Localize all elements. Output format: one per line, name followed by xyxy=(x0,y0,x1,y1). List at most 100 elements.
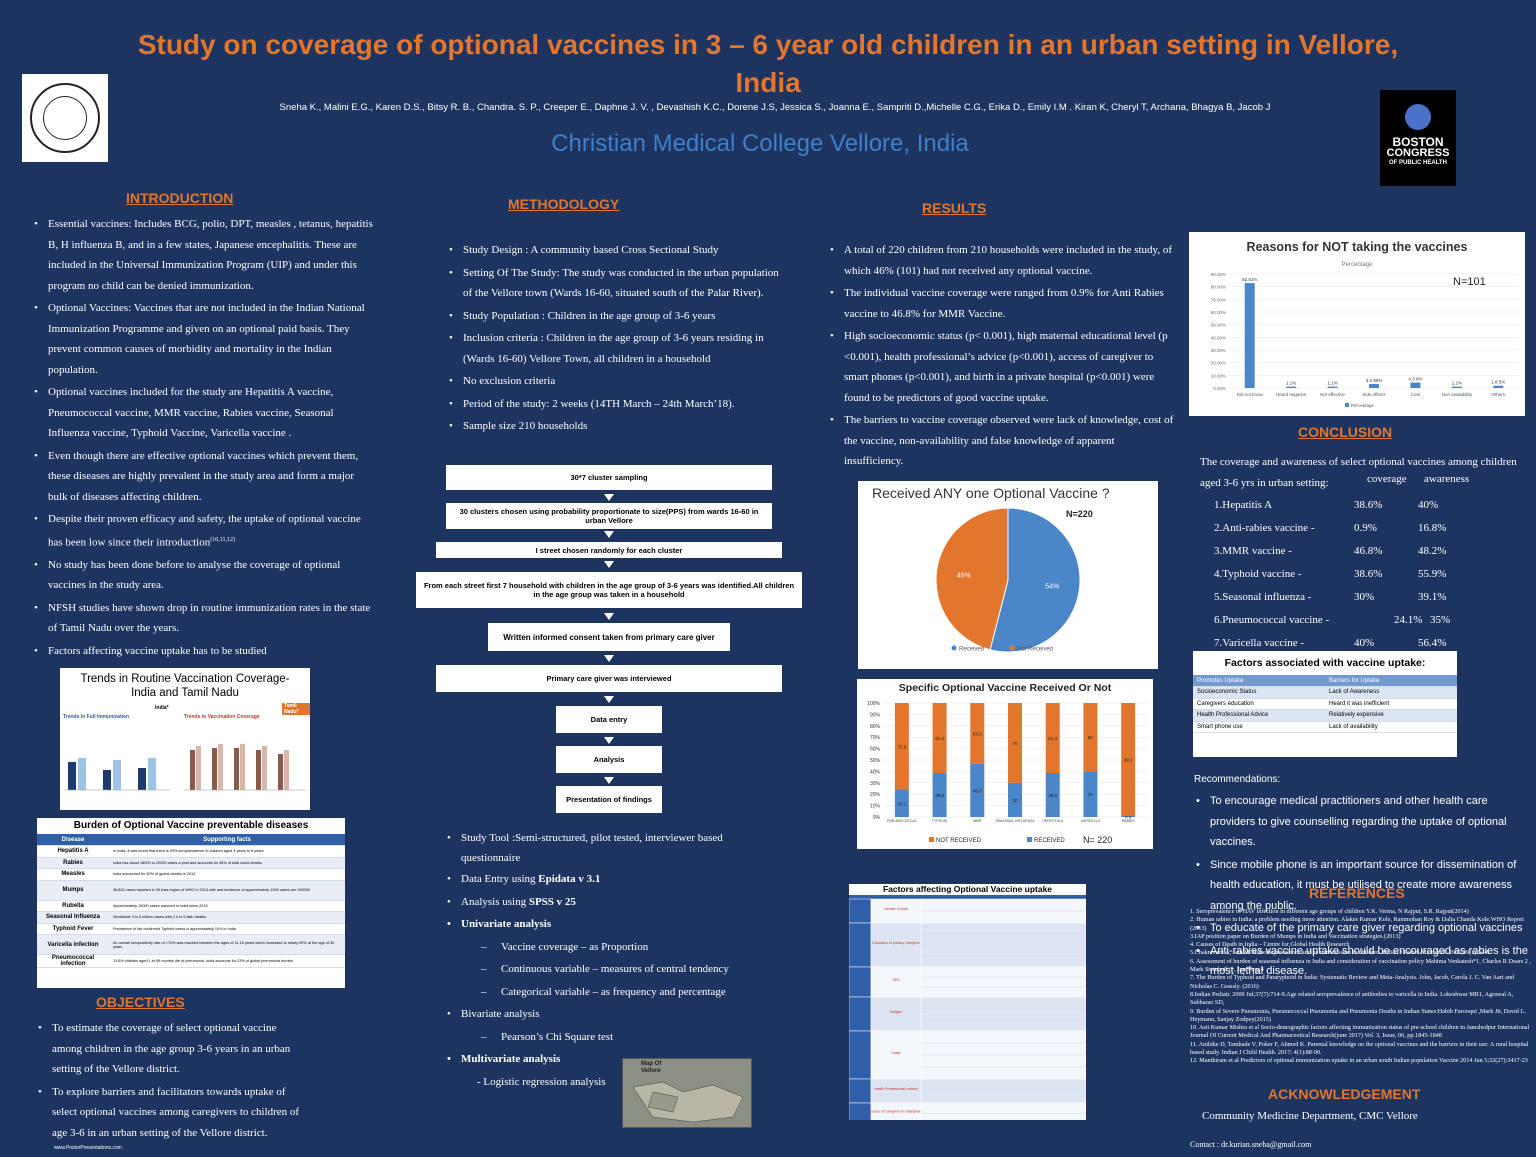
y-tick-label: 0% xyxy=(873,815,881,821)
factors-uptake-title: Factors associated with vaccine uptake: xyxy=(1224,657,1426,669)
arrow-down-icon xyxy=(604,777,614,784)
stacked-plot: 0% 10% 20% 30% 40% 50% 60% 70% 80% 90% 100% 24.1 75.… xyxy=(867,701,1147,844)
group-label-cell xyxy=(870,1030,922,1080)
data-label: 99.1 xyxy=(1124,757,1133,762)
data-label: 70 xyxy=(1012,741,1018,746)
reference-item: 12. Manthiram et al Predictors of option… xyxy=(1190,1057,1528,1065)
factors-uptake-grid: Promotes Uptake Barriers for Uptake Socio… xyxy=(1193,675,1457,733)
arrow-down-icon xyxy=(604,696,614,703)
conclusion-heading: CONCLUSION xyxy=(1298,424,1393,440)
results-list: A total of 220 children from 210 househo… xyxy=(830,240,1175,474)
factors-table: Factors affecting Optional Vaccine uptak… xyxy=(848,884,1087,1125)
x-tick-label: TYPHOID xyxy=(932,819,948,823)
posterpresentations-footer: www.PosterPresentations.com xyxy=(54,1145,122,1151)
factors-grid: Gender of child Education of primary care… xyxy=(848,895,1087,1125)
stacked-bar-segment xyxy=(894,703,909,790)
conclusion-table: 1.Hepatitis A 38.6% 40% 2.Anti-rabies vacc… xyxy=(1214,494,1524,655)
data-label: 3.2 90% xyxy=(1366,378,1383,383)
univariate-sub: Categorical variable – as frequency and … xyxy=(447,981,777,1004)
x-tick-label: Non availability xyxy=(1442,392,1473,397)
introduction-heading: INTRODUCTION xyxy=(126,190,234,206)
trends-tn-subtitle: Trends in Vaccination Coverage xyxy=(184,714,260,720)
group-label: Gender of child xyxy=(884,907,908,911)
group-label: Education of primary caregiver xyxy=(872,941,920,945)
table-row: Seasonal Influenza Worldwide 3 to 5 milli… xyxy=(37,911,345,924)
group-index-cell xyxy=(848,996,872,1032)
x-tick-label: MMR xyxy=(973,819,982,823)
intro-bullet: Despite their proven efficacy and safety… xyxy=(34,509,374,553)
group-index-cell xyxy=(848,966,872,998)
univariate-sub: Continuous variable – measures of centra… xyxy=(447,958,777,981)
barriers-head: Barriers for Uptake xyxy=(1325,675,1457,687)
table-row: Rabies India has about 18000 to 20000 cas… xyxy=(37,857,345,869)
group-label-cell xyxy=(870,898,922,924)
result-bullet: A total of 220 children from 210 househo… xyxy=(830,240,1175,281)
recommendations-list: To encourage medical practitioners and o… xyxy=(1196,791,1531,984)
reference-item: 5.Chakravarti A, Jain M. Rubella prevale… xyxy=(1190,949,1490,957)
method-bullet: Period of the study: 2 weeks (14TH March… xyxy=(449,394,789,415)
table-header xyxy=(849,895,1086,899)
reference-item: 7. The Burden of Typhoid and Paratyphoid… xyxy=(1190,974,1515,990)
result-bullet: The individual vaccine coverage were ran… xyxy=(830,283,1175,324)
multivariate-item: Multivariate analysis xyxy=(447,1048,777,1071)
flow-step: Primary care giver was interviewed xyxy=(436,665,782,692)
table-row: Caregivers education Heard it was ineffic… xyxy=(1193,698,1457,710)
group-values-cell xyxy=(920,966,1087,998)
bar xyxy=(1369,383,1379,388)
group-values-cell xyxy=(920,996,1087,1032)
stacked-bar-segment xyxy=(1008,703,1022,783)
boston-congress-logo: BOSTON CONGRESS OF PUBLIC HEALTH xyxy=(1380,90,1456,186)
flow-step: Presentation of findings xyxy=(556,786,662,813)
method-bullet: Inclusion criteria : Children in the age… xyxy=(449,328,789,369)
multivariate-sub: - Logistic regression analysis xyxy=(477,1075,606,1088)
legend-label: Not Received xyxy=(1017,647,1053,653)
result-bullet: High socioeconomic status (p< 0.001), hi… xyxy=(830,326,1175,408)
y-tick-label: 90.00% xyxy=(1211,272,1226,277)
data-label: 1.8 5% xyxy=(1491,380,1505,385)
arrow-down-icon xyxy=(604,737,614,744)
pie-n-annotation: N=220 xyxy=(1066,509,1093,519)
x-tick-label: Heard negative xyxy=(1276,392,1307,397)
stacked-bar-segment xyxy=(1121,815,1136,817)
recommendation-bullet: Since mobile phone is an important sourc… xyxy=(1196,855,1531,917)
list-item: 3.MMR vaccine -46.8% 48.2% xyxy=(1214,545,1447,557)
burden-head-facts: Supporting facts xyxy=(109,834,345,846)
list-item: 7.Varicella vaccine -40% 56.4% xyxy=(1214,637,1447,649)
flow-step: Analysis xyxy=(556,746,662,773)
y-tick-label: 20.00% xyxy=(1211,361,1226,366)
method-bullet: Study Design : A community based Cross S… xyxy=(449,240,789,261)
data-label: 1.1% xyxy=(1452,381,1462,386)
pie-data-label: 46% xyxy=(957,572,971,579)
flow-step: 30 clusters chosen using probability pro… xyxy=(446,503,772,529)
group-index-cell xyxy=(848,898,872,924)
y-tick-label: 10.00% xyxy=(1211,373,1226,378)
data-label: 30 xyxy=(1012,798,1018,803)
bar xyxy=(1410,382,1421,388)
method-bullet: Setting Of The Study: The study was cond… xyxy=(449,263,789,304)
data-label: 38.6 xyxy=(935,793,944,798)
recommendation-bullet: To encourage medical practitioners and o… xyxy=(1196,791,1531,853)
arrow-down-icon xyxy=(604,613,614,620)
y-tick-label: 100% xyxy=(867,701,880,707)
table-row: Varicella infection An overall seropositi… xyxy=(37,934,345,955)
recommendation-bullet: To educate of the primary care giver reg… xyxy=(1196,918,1531,939)
stacked-bar-segment xyxy=(1083,771,1098,817)
stacked-bar-segment xyxy=(932,772,947,817)
legend-label: Received xyxy=(959,647,984,653)
intro-bullet: No study has been done before to analyse… xyxy=(34,555,374,596)
group-index-cell xyxy=(848,1078,872,1104)
legend-label: Percentage xyxy=(1351,403,1375,408)
seal-ring-icon xyxy=(30,83,100,153)
data-label: 75.9 xyxy=(897,744,906,749)
reference-item: 10. Asit Kumar Mishra et al Socio-demogr… xyxy=(1190,1024,1530,1040)
poster-title: Study on coverage of optional vaccines i… xyxy=(137,29,1399,98)
trends-india-subtitle: Trends in Full Immunization xyxy=(63,714,130,720)
stacked-bar-segment xyxy=(1045,772,1060,817)
methodology-list: Study Design : A community based Cross S… xyxy=(449,240,789,439)
factors-uptake-table: Factors associated with vaccine uptake: … xyxy=(1193,651,1457,757)
acknowledgement-text: Community Medicine Department, CMC Vello… xyxy=(1202,1110,1418,1122)
college-seal-logo xyxy=(22,74,108,162)
table-row: Hepatitis A In India, it was found that t… xyxy=(37,845,345,858)
group-values-cell xyxy=(920,1102,1087,1125)
legend-swatch xyxy=(951,645,957,651)
